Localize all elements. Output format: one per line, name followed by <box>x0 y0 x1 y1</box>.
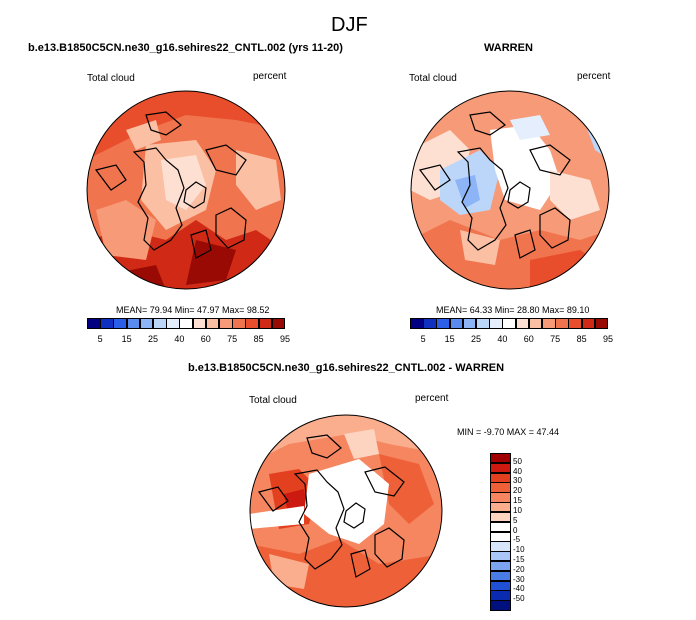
colorbar-tick-label: 85 <box>253 334 264 344</box>
colorbar-cell <box>528 318 543 329</box>
colorbar-cell <box>489 318 503 329</box>
colorbar-cell <box>490 472 511 483</box>
left-stats: MEAN= 79.94 Min= 47.97 Max= 98.52 <box>116 305 270 315</box>
right-colorbar-ticks: 5 15 25 40 60 75 85 95 <box>410 334 613 346</box>
colorbar-tick-label: -20 <box>513 564 525 574</box>
diff-variable-label: Total cloud <box>249 395 297 406</box>
figure-title: DJF <box>331 14 368 36</box>
colorbar-tick-label: 10 <box>513 505 522 515</box>
colorbar-cell <box>568 318 583 329</box>
colorbar-cell <box>594 318 609 329</box>
diff-stats: MIN = -9.70 MAX = 47.44 <box>457 427 560 437</box>
colorbar-tick-label: 40 <box>174 334 185 344</box>
colorbar-tick-label: 20 <box>513 486 522 496</box>
colorbar-cell <box>100 318 114 329</box>
colorbar-cell <box>490 511 511 523</box>
colorbar-cell <box>490 551 511 562</box>
colorbar-cell <box>502 318 517 329</box>
colorbar-cell <box>490 570 511 582</box>
colorbar-cell <box>219 318 233 329</box>
left-panel-title: b.e13.B1850C5CN.ne30_g16.sehires22_CNTL.… <box>28 42 343 54</box>
colorbar-cell <box>410 318 424 329</box>
left-units-label: percent <box>253 71 287 82</box>
colorbar-tick-label: 95 <box>279 334 290 344</box>
right-polar-map <box>410 90 610 290</box>
colorbar-cell <box>515 318 530 329</box>
colorbar-tick-label: -40 <box>513 584 525 594</box>
colorbar-cell <box>245 318 260 329</box>
colorbar-tick-label: 0 <box>513 525 518 535</box>
colorbar-tick-label: 50 <box>513 456 522 466</box>
colorbar-cell <box>490 560 511 572</box>
colorbar-cell <box>436 318 451 329</box>
colorbar-cell <box>490 462 511 474</box>
colorbar-cell <box>87 318 101 329</box>
colorbar-cell <box>542 318 556 329</box>
left-colorbar <box>87 318 286 329</box>
colorbar-cell <box>139 318 154 329</box>
colorbar-tick-label: -5 <box>513 535 521 545</box>
colorbar-tick-label: -30 <box>513 574 525 584</box>
colorbar-tick-label: 15 <box>121 334 132 344</box>
right-variable-label: Total cloud <box>409 73 457 84</box>
colorbar-tick-label: 30 <box>513 476 522 486</box>
diff-units-label: percent <box>415 393 449 404</box>
right-panel-title: WARREN <box>484 42 533 54</box>
diff-panel-title: b.e13.B1850C5CN.ne30_g16.sehires22_CNTL.… <box>188 362 505 374</box>
colorbar-tick-label: -50 <box>513 594 525 604</box>
colorbar-cell <box>555 318 569 329</box>
colorbar-tick-label: 40 <box>497 334 508 344</box>
colorbar-cell <box>423 318 437 329</box>
colorbar-cell <box>205 318 220 329</box>
colorbar-tick-label: -10 <box>513 545 525 555</box>
colorbar-tick-label: 60 <box>200 334 211 344</box>
colorbar-cell <box>271 318 286 329</box>
left-polar-map <box>86 90 286 290</box>
colorbar-cell <box>476 318 490 329</box>
colorbar-cell <box>179 318 194 329</box>
colorbar-tick-label: 25 <box>147 334 158 344</box>
colorbar-cell <box>449 318 464 329</box>
colorbar-tick-label: 75 <box>227 334 238 344</box>
diff-colorbar-ticks: 50 40 30 20 15 10 5 0 -5 -10 -15 -20 -30 -40 -50 <box>513 453 543 610</box>
colorbar-cell <box>166 318 180 329</box>
colorbar-cell <box>126 318 141 329</box>
colorbar-cell <box>490 531 511 542</box>
colorbar-cell <box>490 600 511 611</box>
colorbar-cell <box>113 318 128 329</box>
colorbar-tick-label: 5 <box>420 334 426 344</box>
colorbar-cell <box>490 541 511 552</box>
colorbar-tick-label: 25 <box>470 334 481 344</box>
colorbar-tick-label: 15 <box>444 334 455 344</box>
right-units-label: percent <box>577 71 611 82</box>
colorbar-cell <box>490 492 511 503</box>
colorbar-tick-label: 5 <box>513 515 518 525</box>
colorbar-cell <box>490 482 511 493</box>
colorbar-tick-label: 5 <box>97 334 103 344</box>
right-colorbar <box>410 318 609 329</box>
right-stats: MEAN= 64.33 Min= 28.80 Max= 89.10 <box>436 305 590 315</box>
colorbar-cell <box>490 502 511 513</box>
diff-polar-map <box>249 414 443 608</box>
colorbar-cell <box>581 318 596 329</box>
colorbar-cell <box>462 318 477 329</box>
left-colorbar-ticks: 5 15 25 40 60 75 85 95 <box>87 334 290 346</box>
colorbar-cell <box>232 318 246 329</box>
colorbar-cell <box>192 318 207 329</box>
colorbar-cell <box>490 580 511 591</box>
colorbar-tick-label: 40 <box>513 466 522 476</box>
colorbar-tick-label: 85 <box>576 334 587 344</box>
colorbar-tick-label: 60 <box>523 334 534 344</box>
colorbar-cell <box>258 318 273 329</box>
colorbar-cell <box>490 521 511 532</box>
colorbar-cell <box>153 318 167 329</box>
diff-colorbar <box>490 453 511 611</box>
colorbar-cell <box>490 590 511 601</box>
left-variable-label: Total cloud <box>87 73 135 84</box>
colorbar-cell <box>490 453 511 464</box>
colorbar-tick-label: 95 <box>602 334 613 344</box>
colorbar-tick-label: -15 <box>513 554 525 564</box>
colorbar-tick-label: 15 <box>513 496 522 506</box>
colorbar-tick-label: 75 <box>550 334 561 344</box>
